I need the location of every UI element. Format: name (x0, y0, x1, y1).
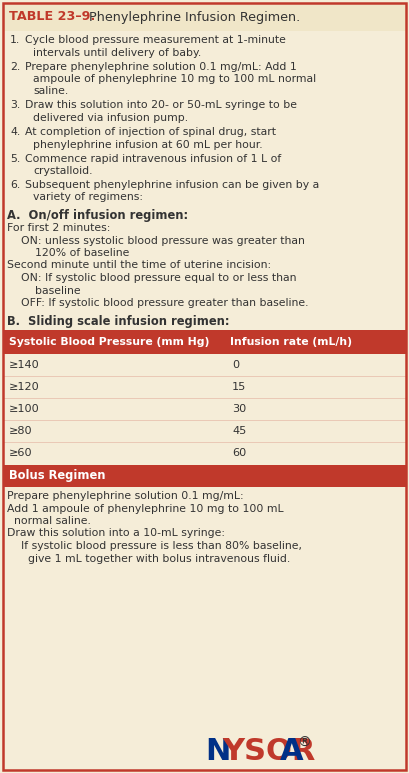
Text: 1.: 1. (10, 35, 20, 45)
Text: normal saline.: normal saline. (7, 516, 91, 526)
Text: crystalloid.: crystalloid. (33, 166, 92, 176)
Text: If systolic blood pressure is less than 80% baseline,: If systolic blood pressure is less than … (7, 541, 302, 551)
FancyBboxPatch shape (3, 330, 406, 354)
Text: Commence rapid intravenous infusion of 1 L of: Commence rapid intravenous infusion of 1… (25, 154, 281, 164)
Text: For first 2 minutes:: For first 2 minutes: (7, 223, 110, 233)
Text: ON: If systolic blood pressure equal to or less than: ON: If systolic blood pressure equal to … (7, 273, 297, 283)
Text: 5.: 5. (10, 154, 20, 164)
FancyBboxPatch shape (3, 442, 406, 464)
Text: B.  Sliding scale infusion regimen:: B. Sliding scale infusion regimen: (7, 315, 229, 328)
Text: 45: 45 (232, 426, 246, 436)
Text: 30: 30 (232, 404, 246, 414)
FancyBboxPatch shape (3, 398, 406, 420)
Text: Bolus Regimen: Bolus Regimen (9, 469, 106, 482)
Text: ≥120: ≥120 (9, 382, 40, 392)
FancyBboxPatch shape (3, 3, 406, 31)
Text: 60: 60 (232, 448, 246, 458)
Text: Cycle blood pressure measurement at 1-minute: Cycle blood pressure measurement at 1-mi… (25, 35, 286, 45)
Text: ≥100: ≥100 (9, 404, 40, 414)
Text: Phenylephrine Infusion Regimen.: Phenylephrine Infusion Regimen. (81, 11, 300, 23)
Text: Second minute until the time of uterine incision:: Second minute until the time of uterine … (7, 261, 271, 271)
Text: ≥140: ≥140 (9, 360, 40, 370)
Text: ampoule of phenylephrine 10 mg to 100 mL normal: ampoule of phenylephrine 10 mg to 100 mL… (33, 74, 316, 84)
Text: Subsequent phenylephrine infusion can be given by a: Subsequent phenylephrine infusion can be… (25, 180, 319, 190)
Text: baseline: baseline (7, 285, 81, 295)
Text: 6.: 6. (10, 180, 20, 190)
Text: TABLE 23–9.: TABLE 23–9. (9, 11, 95, 23)
Text: Draw this solution into 20- or 50-mL syringe to be: Draw this solution into 20- or 50-mL syr… (25, 100, 297, 111)
Text: delivered via infusion pump.: delivered via infusion pump. (33, 113, 188, 123)
Text: YSOR: YSOR (222, 737, 315, 765)
Text: saline.: saline. (33, 87, 68, 97)
Text: Add 1 ampoule of phenylephrine 10 mg to 100 mL: Add 1 ampoule of phenylephrine 10 mg to … (7, 503, 283, 513)
Text: 4.: 4. (10, 127, 20, 137)
Text: Prepare phenylephrine solution 0.1 mg/mL:: Prepare phenylephrine solution 0.1 mg/mL… (7, 491, 244, 501)
Text: intervals until delivery of baby.: intervals until delivery of baby. (33, 47, 201, 57)
Text: Draw this solution into a 10-mL syringe:: Draw this solution into a 10-mL syringe: (7, 529, 225, 539)
FancyBboxPatch shape (3, 376, 406, 398)
Text: A: A (280, 737, 303, 765)
Text: 120% of baseline: 120% of baseline (7, 248, 129, 258)
Text: At completion of injection of spinal drug, start: At completion of injection of spinal dru… (25, 127, 276, 137)
Text: 3.: 3. (10, 100, 20, 111)
Text: N: N (205, 737, 230, 765)
Text: Infusion rate (mL/h): Infusion rate (mL/h) (230, 337, 352, 347)
Text: variety of regimens:: variety of regimens: (33, 192, 143, 203)
Text: ≥60: ≥60 (9, 448, 33, 458)
Text: ≥80: ≥80 (9, 426, 33, 436)
Text: Systolic Blood Pressure (mm Hg): Systolic Blood Pressure (mm Hg) (9, 337, 209, 347)
Text: phenylephrine infusion at 60 mL per hour.: phenylephrine infusion at 60 mL per hour… (33, 139, 263, 149)
Text: ON: unless systolic blood pressure was greater than: ON: unless systolic blood pressure was g… (7, 236, 305, 246)
FancyBboxPatch shape (3, 354, 406, 376)
Text: give 1 mL together with bolus intravenous fluid.: give 1 mL together with bolus intravenou… (7, 553, 290, 564)
Text: A.  On/off infusion regimen:: A. On/off infusion regimen: (7, 209, 188, 223)
Text: ®: ® (297, 736, 311, 750)
FancyBboxPatch shape (3, 420, 406, 442)
Text: 15: 15 (232, 382, 246, 392)
Text: OFF: If systolic blood pressure greater than baseline.: OFF: If systolic blood pressure greater … (7, 298, 308, 308)
Text: 2.: 2. (10, 62, 20, 71)
Text: Prepare phenylephrine solution 0.1 mg/mL: Add 1: Prepare phenylephrine solution 0.1 mg/mL… (25, 62, 297, 71)
Text: 0: 0 (232, 360, 239, 370)
FancyBboxPatch shape (3, 465, 406, 487)
